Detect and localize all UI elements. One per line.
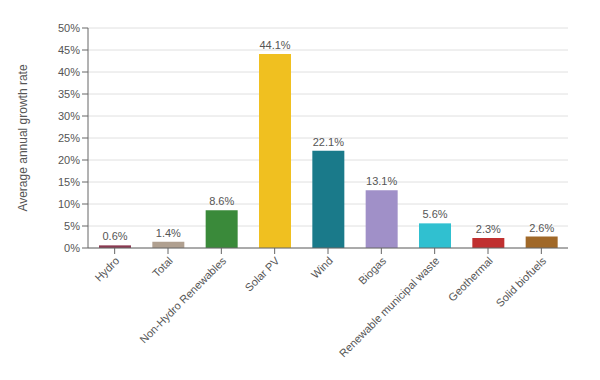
svg-text:8.6%: 8.6% bbox=[209, 195, 234, 207]
svg-text:30%: 30% bbox=[58, 110, 80, 122]
svg-text:22.1%: 22.1% bbox=[313, 136, 344, 148]
svg-text:2.6%: 2.6% bbox=[529, 222, 554, 234]
svg-text:Solar PV: Solar PV bbox=[242, 254, 282, 294]
svg-text:35%: 35% bbox=[58, 88, 80, 100]
svg-text:Solid biofuels: Solid biofuels bbox=[494, 254, 549, 309]
svg-text:44.1%: 44.1% bbox=[259, 39, 290, 51]
svg-text:0%: 0% bbox=[64, 242, 80, 254]
svg-text:Biogas: Biogas bbox=[356, 254, 389, 287]
svg-text:1.4%: 1.4% bbox=[156, 227, 181, 239]
svg-text:Renewable municipal waste: Renewable municipal waste bbox=[337, 254, 442, 359]
svg-text:2.3%: 2.3% bbox=[476, 223, 501, 235]
svg-text:Hydro: Hydro bbox=[92, 254, 121, 283]
svg-text:10%: 10% bbox=[58, 198, 80, 210]
svg-text:Non-Hydro Renewables: Non-Hydro Renewables bbox=[137, 254, 228, 345]
svg-text:Wind: Wind bbox=[309, 254, 335, 280]
svg-text:15%: 15% bbox=[58, 176, 80, 188]
svg-text:45%: 45% bbox=[58, 44, 80, 56]
svg-text:40%: 40% bbox=[58, 66, 80, 78]
svg-text:Average annual growth rate: Average annual growth rate bbox=[16, 64, 30, 212]
svg-text:5.6%: 5.6% bbox=[422, 208, 447, 220]
svg-text:Geothermal: Geothermal bbox=[446, 254, 495, 303]
svg-text:25%: 25% bbox=[58, 132, 80, 144]
svg-text:50%: 50% bbox=[58, 22, 80, 34]
svg-text:13.1%: 13.1% bbox=[366, 175, 397, 187]
svg-text:0.6%: 0.6% bbox=[102, 230, 127, 242]
svg-text:20%: 20% bbox=[58, 154, 80, 166]
svg-text:5%: 5% bbox=[64, 220, 80, 232]
svg-text:Total: Total bbox=[150, 254, 175, 279]
